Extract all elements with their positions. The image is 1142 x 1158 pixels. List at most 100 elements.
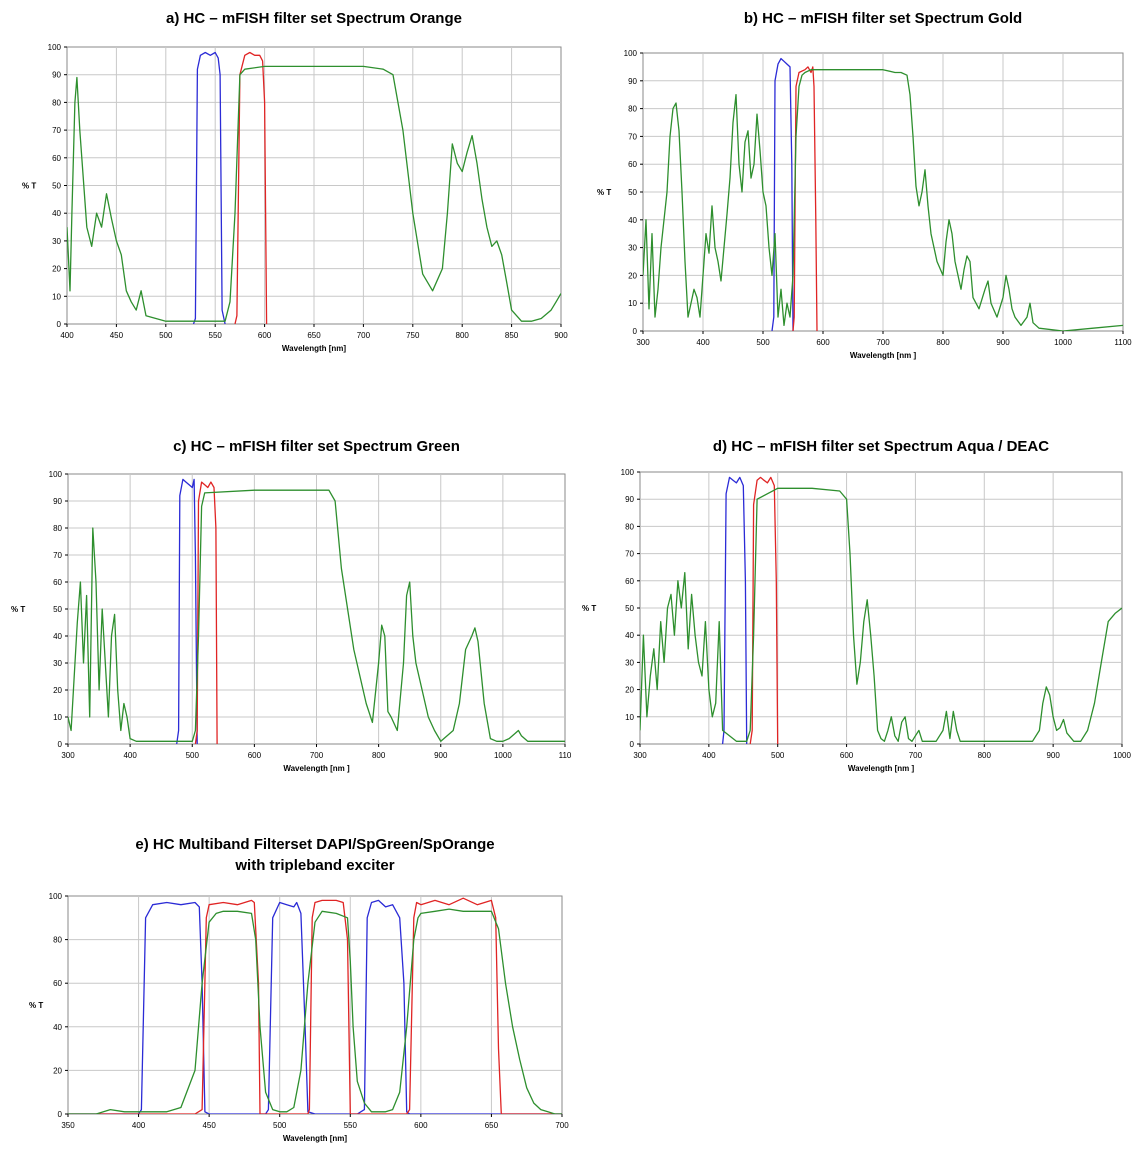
x-tick-label: 600 bbox=[816, 338, 830, 347]
x-tick-label: 450 bbox=[202, 1121, 216, 1130]
series-line-blue bbox=[192, 51, 226, 324]
series-line-blue bbox=[176, 478, 198, 744]
x-tick-label: 550 bbox=[344, 1121, 358, 1130]
x-axis-label: Wavelength [nm ] bbox=[283, 764, 350, 773]
x-tick-label: 500 bbox=[159, 331, 173, 340]
x-tick-label: 650 bbox=[485, 1121, 499, 1130]
x-tick-label: 800 bbox=[456, 331, 470, 340]
x-tick-label: 900 bbox=[434, 751, 448, 760]
y-tick-label: 50 bbox=[625, 604, 634, 613]
y-tick-label: 0 bbox=[58, 1110, 63, 1119]
y-tick-label: 60 bbox=[53, 578, 62, 587]
x-tick-label: 300 bbox=[633, 751, 647, 760]
y-tick-label: 60 bbox=[628, 160, 637, 169]
chart-e-subtitle: with tripleband exciter bbox=[235, 857, 395, 874]
y-tick-label: 20 bbox=[625, 686, 634, 695]
x-tick-label: 700 bbox=[909, 751, 923, 760]
x-tick-label: 1100 bbox=[1114, 338, 1132, 347]
y-tick-label: 100 bbox=[49, 470, 63, 479]
series-line-green bbox=[640, 487, 1122, 742]
x-tick-label: 900 bbox=[996, 338, 1010, 347]
series-group bbox=[68, 478, 565, 744]
y-tick-label: 100 bbox=[624, 49, 638, 58]
y-tick-label: 80 bbox=[52, 98, 61, 107]
x-tick-label: 600 bbox=[248, 751, 262, 760]
y-tick-label: 40 bbox=[625, 631, 634, 640]
y-tick-label: 70 bbox=[53, 551, 62, 560]
x-tick-label: 500 bbox=[771, 751, 785, 760]
x-axis-label: Wavelength [nm] bbox=[282, 344, 346, 353]
chart-e: 350 400 450 500 550 600 650 700 0 20 40 60 80 100 Wave… bbox=[29, 892, 569, 1143]
y-tick-label: 50 bbox=[52, 182, 61, 191]
x-tick-label: 500 bbox=[273, 1121, 287, 1130]
plot-area bbox=[67, 895, 563, 1115]
y-tick-label: 10 bbox=[53, 713, 62, 722]
chart-d: 300 400 500 600 700 800 900 1000 0 10 20 30 40 50 60 70… bbox=[582, 468, 1131, 773]
x-tick-label: 400 bbox=[696, 338, 710, 347]
y-tick-label: 80 bbox=[53, 524, 62, 533]
chart-a: 400 450 500 550 600 650 700 750 800 850 900 0 10 20 30… bbox=[22, 43, 568, 353]
chart-a-title: a) HC – mFISH filter set Spectrum Orange bbox=[166, 10, 462, 27]
y-tick-label: 30 bbox=[52, 237, 61, 246]
y-tick-label: 10 bbox=[625, 713, 634, 722]
y-tick-label: 0 bbox=[633, 327, 638, 336]
x-tick-label: 900 bbox=[554, 331, 568, 340]
y-tick-label: 60 bbox=[625, 577, 634, 586]
y-tick-label: 70 bbox=[52, 126, 61, 135]
x-tick-label: 600 bbox=[258, 331, 272, 340]
series-line-green bbox=[67, 65, 561, 322]
x-tick-label: 500 bbox=[186, 751, 200, 760]
y-tick-label: 100 bbox=[48, 43, 62, 52]
y-tick-label: 50 bbox=[628, 188, 637, 197]
y-tick-label: 70 bbox=[628, 132, 637, 141]
x-axis-label: Wavelength [nm ] bbox=[848, 764, 915, 773]
y-tick-label: 40 bbox=[52, 209, 61, 218]
series-line-red bbox=[194, 481, 218, 744]
x-tick-label: 700 bbox=[876, 338, 890, 347]
y-tick-label: 20 bbox=[628, 271, 637, 280]
y-tick-label: 0 bbox=[630, 740, 635, 749]
y-tick-label: 30 bbox=[628, 244, 637, 253]
y-tick-label: 100 bbox=[621, 468, 635, 477]
x-tick-label: 800 bbox=[936, 338, 950, 347]
x-tick-label: 600 bbox=[414, 1121, 428, 1130]
y-tick-label: 90 bbox=[53, 497, 62, 506]
series-line-green bbox=[68, 908, 562, 1114]
x-tick-label: 700 bbox=[555, 1121, 569, 1130]
x-tick-label: 1000 bbox=[494, 751, 512, 760]
x-tick-label: 700 bbox=[310, 751, 324, 760]
series-group bbox=[67, 51, 561, 324]
y-tick-label: 10 bbox=[52, 292, 61, 301]
chart-b: 300 400 500 600 700 800 900 1000 1100 0 10 20 30 40 50… bbox=[597, 49, 1132, 360]
x-tick-label: 400 bbox=[60, 331, 74, 340]
y-tick-label: 80 bbox=[628, 105, 637, 114]
y-tick-label: 40 bbox=[53, 632, 62, 641]
y-tick-label: 20 bbox=[52, 265, 61, 274]
x-tick-label: 750 bbox=[406, 331, 420, 340]
y-tick-label: 100 bbox=[49, 892, 63, 901]
series-line-blue bbox=[68, 899, 562, 1114]
y-tick-label: 60 bbox=[53, 979, 62, 988]
x-tick-label: 900 bbox=[1046, 751, 1060, 760]
series-group bbox=[640, 476, 1122, 744]
chart-d-title: d) HC – mFISH filter set Spectrum Aqua /… bbox=[712, 438, 1050, 455]
x-tick-label: 1000 bbox=[1054, 338, 1072, 347]
y-tick-label: 30 bbox=[625, 658, 634, 667]
x-tick-label: 350 bbox=[61, 1121, 75, 1130]
series-line-red bbox=[68, 897, 562, 1114]
series-group bbox=[643, 57, 1123, 331]
x-tick-label: 400 bbox=[702, 751, 716, 760]
y-tick-label: 40 bbox=[53, 1023, 62, 1032]
x-tick-label: 550 bbox=[209, 331, 223, 340]
chart-c-title: c) HC – mFISH filter set Spectrum Green bbox=[173, 438, 460, 455]
x-tick-label: 850 bbox=[505, 331, 519, 340]
series-line-red bbox=[234, 51, 268, 324]
series-line-green bbox=[643, 69, 1123, 331]
y-axis-label: % T bbox=[22, 182, 36, 191]
y-tick-label: 80 bbox=[53, 936, 62, 945]
series-line-green bbox=[68, 489, 565, 742]
y-tick-label: 30 bbox=[53, 659, 62, 668]
x-tick-label: 700 bbox=[357, 331, 371, 340]
x-tick-label: 400 bbox=[123, 751, 137, 760]
